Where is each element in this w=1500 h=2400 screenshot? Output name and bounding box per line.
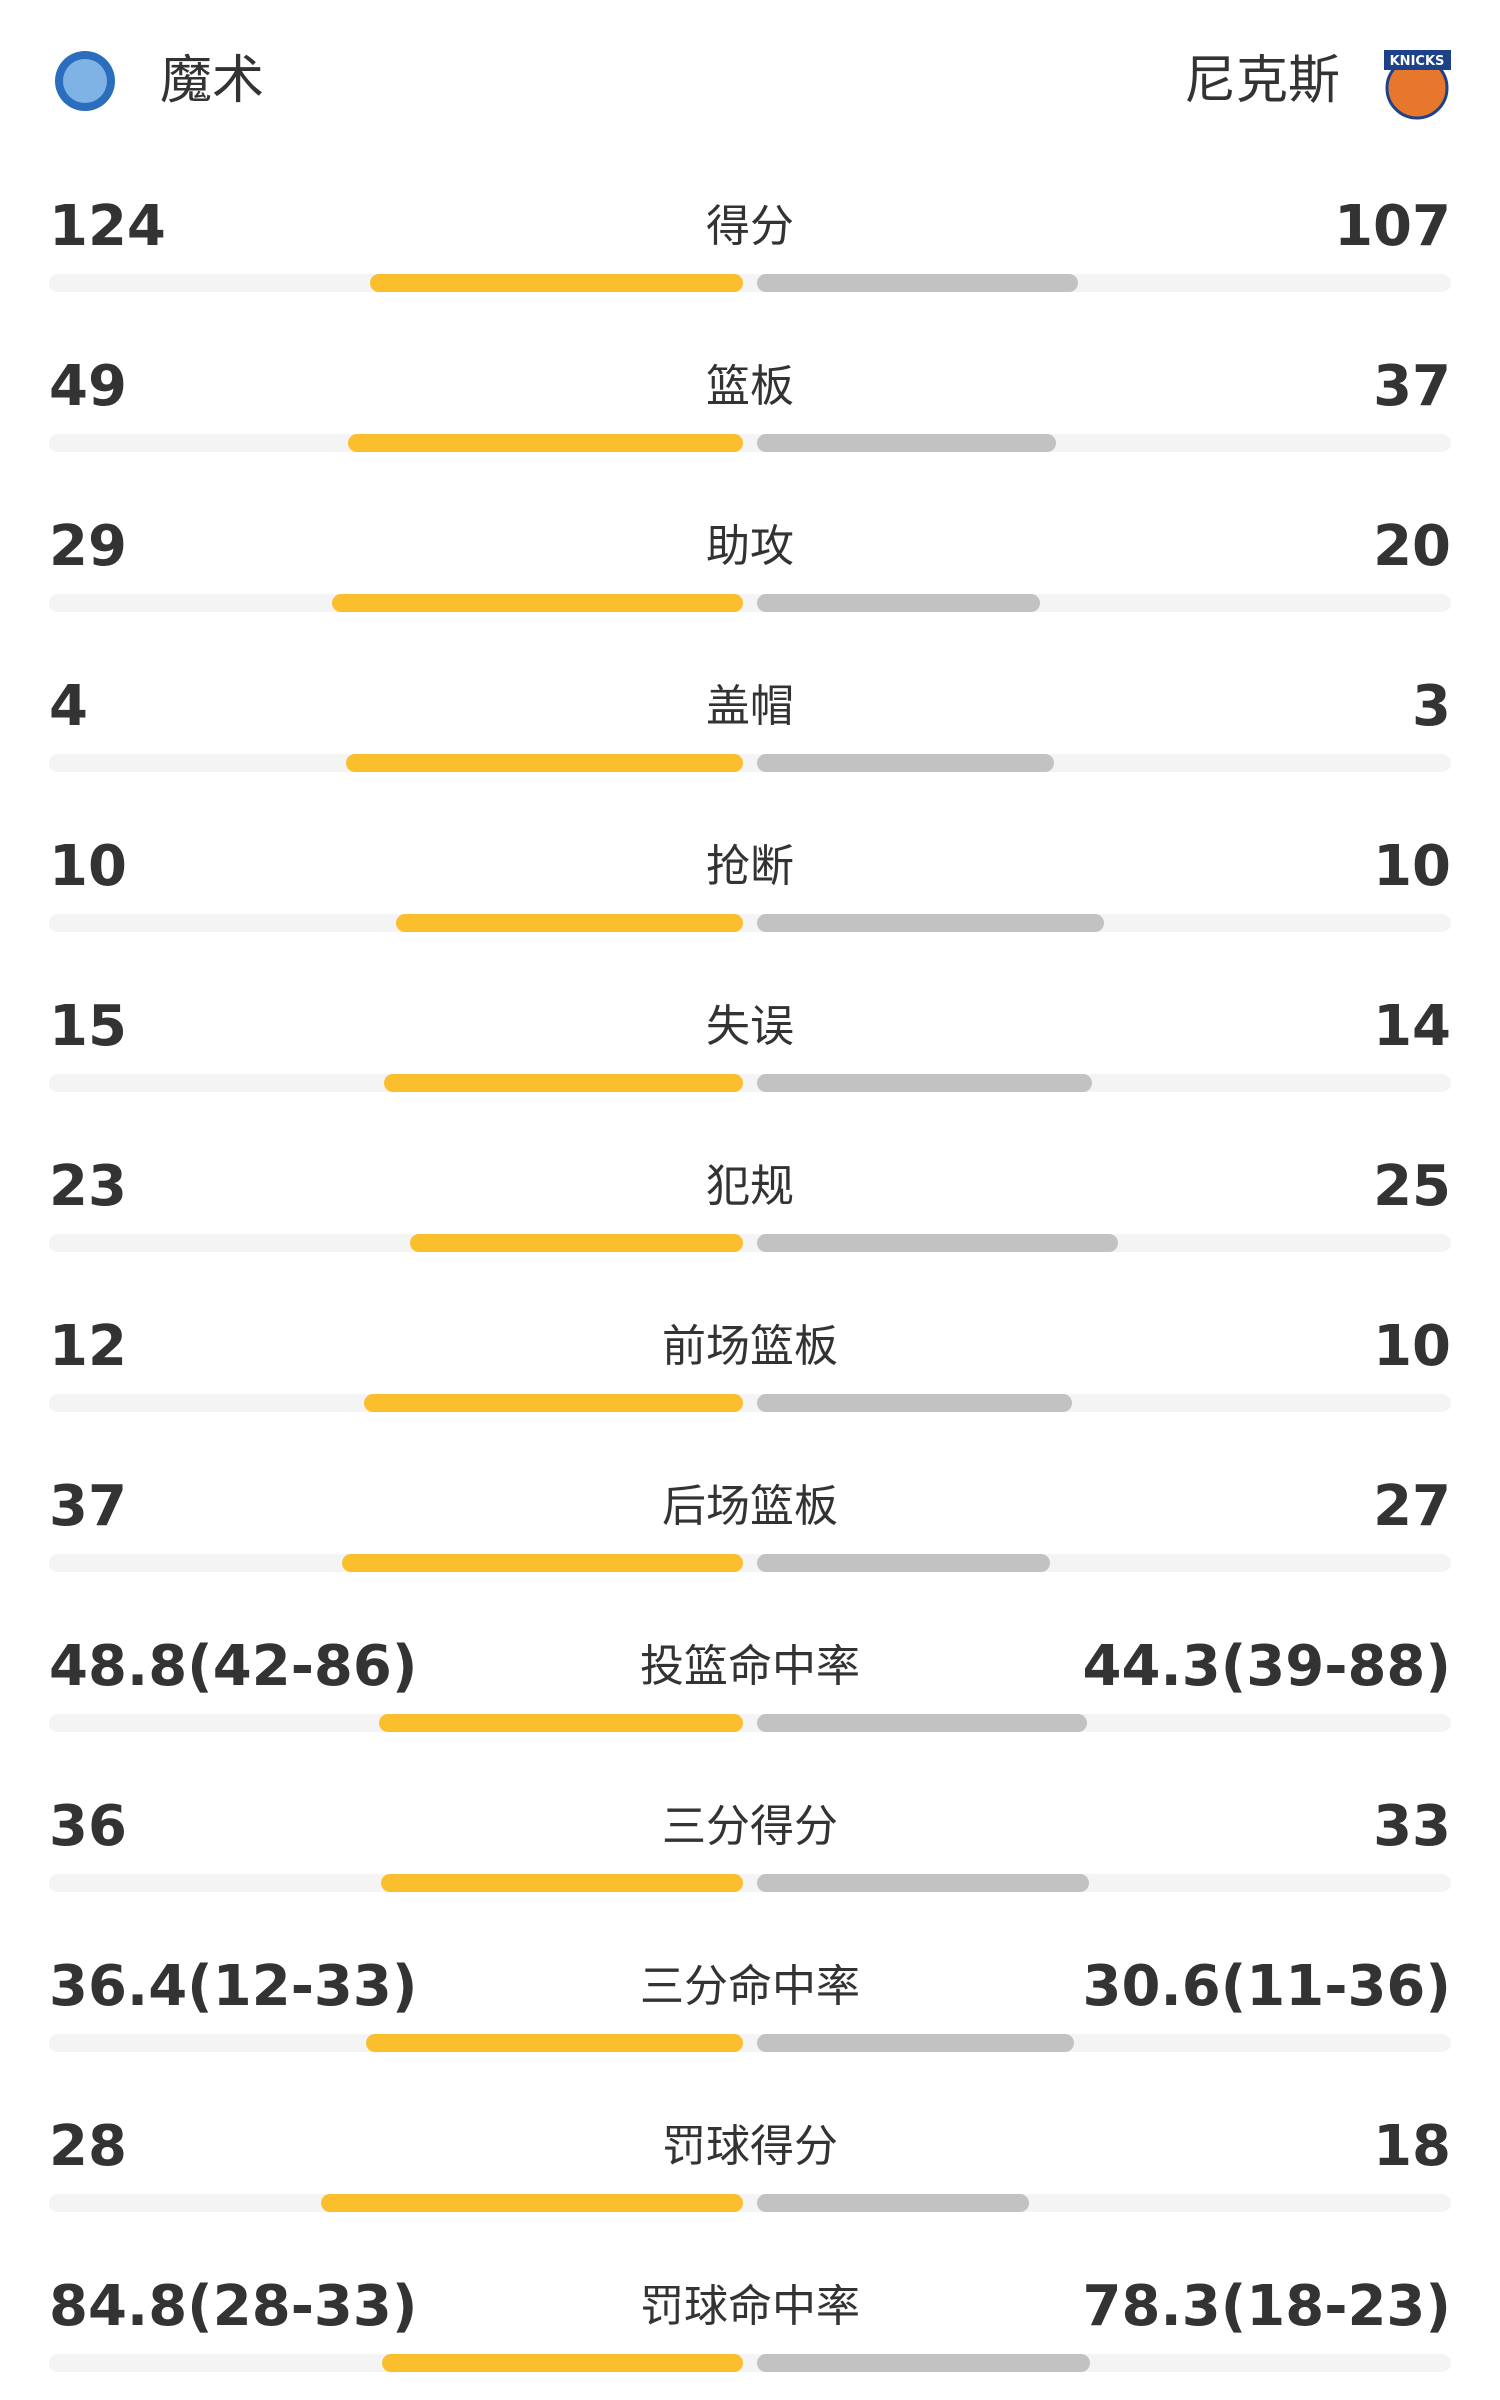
- away-value: 3: [1412, 674, 1451, 739]
- home-bar: [396, 914, 743, 932]
- away-bar: [757, 1074, 1093, 1092]
- home-bar: [379, 1714, 743, 1732]
- bar-track: [49, 1394, 1451, 1412]
- stat-label: 三分命中率: [640, 1961, 860, 2012]
- away-bar: [757, 1394, 1073, 1412]
- stat-label: 投篮命中率: [640, 1641, 860, 1692]
- stat-label: 抢断: [706, 841, 794, 892]
- home-value: 28: [49, 2114, 127, 2179]
- home-bar: [341, 1554, 743, 1572]
- away-value: 44.3(39-88): [1082, 1634, 1451, 1699]
- stat-label: 犯规: [706, 1161, 794, 1212]
- home-value: 49: [49, 354, 127, 419]
- away-value: 27: [1373, 1474, 1451, 1539]
- stat-label: 罚球得分: [662, 2121, 838, 2172]
- home-bar: [380, 1874, 743, 1892]
- home-value: 48.8(42-86): [49, 1634, 418, 1699]
- stat-label: 助攻: [706, 521, 794, 572]
- stat-label: 得分: [706, 201, 794, 252]
- away-value: 25: [1373, 1154, 1451, 1219]
- away-value: 18: [1373, 2114, 1451, 2179]
- home-logo: [55, 51, 115, 111]
- away-bar: [757, 1714, 1088, 1732]
- stat-label: 前场篮板: [662, 1321, 838, 1372]
- away-value: 37: [1373, 354, 1451, 419]
- bar-track: [49, 1234, 1451, 1252]
- away-bar: [757, 2194, 1029, 2212]
- away-bar: [757, 914, 1104, 932]
- stat-label: 后场篮板: [662, 1481, 838, 1532]
- stat-label: 失误: [706, 1001, 794, 1052]
- home-bar: [332, 594, 743, 612]
- home-value: 36: [49, 1794, 127, 1859]
- stat-label: 盖帽: [706, 681, 794, 732]
- stat-label: 篮板: [706, 361, 794, 412]
- away-bar: [757, 1234, 1119, 1252]
- away-bar: [757, 1874, 1089, 1892]
- away-value: 107: [1334, 194, 1451, 259]
- bar-track: [49, 914, 1451, 932]
- bar-track: [49, 2194, 1451, 2212]
- away-bar: [757, 2034, 1074, 2052]
- bar-track: [49, 1714, 1451, 1732]
- home-bar: [347, 434, 743, 452]
- away-bar: [757, 274, 1079, 292]
- home-bar: [364, 1394, 743, 1412]
- home-team: 魔术: [160, 51, 265, 111]
- bar-track: [49, 1874, 1451, 1892]
- bar-track: [49, 2034, 1451, 2052]
- logo-text: KNICKS: [1390, 54, 1445, 69]
- away-value: 10: [1373, 1314, 1451, 1379]
- home-bar: [320, 2194, 743, 2212]
- away-value: 14: [1373, 994, 1451, 1059]
- home-bar: [384, 1074, 743, 1092]
- away-value: 78.3(18-23): [1082, 2274, 1451, 2339]
- home-value: 36.4(12-33): [49, 1954, 418, 2019]
- away-bar: [757, 2354, 1091, 2372]
- home-value: 23: [49, 1154, 127, 1219]
- bar-track: [49, 754, 1451, 772]
- away-logo: KNICKS: [1384, 50, 1451, 120]
- home-bar: [382, 2354, 743, 2372]
- away-bar: [757, 1554, 1050, 1572]
- away-value: 20: [1373, 514, 1451, 579]
- home-bar: [346, 754, 743, 772]
- away-value: 10: [1373, 834, 1451, 899]
- home-value: 15: [49, 994, 127, 1059]
- home-value: 12: [49, 1314, 127, 1379]
- away-bar: [757, 594, 1041, 612]
- away-value: 33: [1373, 1794, 1451, 1859]
- home-bar: [370, 274, 743, 292]
- home-bar: [365, 2034, 743, 2052]
- bar-track: [49, 594, 1451, 612]
- bar-track: [49, 1074, 1451, 1092]
- stat-label: 罚球命中率: [640, 2281, 860, 2332]
- away-value: 30.6(11-36): [1082, 1954, 1451, 2019]
- stat-label: 三分得分: [662, 1801, 838, 1852]
- home-value: 10: [49, 834, 127, 899]
- bar-track: [49, 1554, 1451, 1572]
- bar-track: [49, 274, 1451, 292]
- away-bar: [757, 754, 1055, 772]
- bar-track: [49, 434, 1451, 452]
- home-value: 84.8(28-33): [49, 2274, 418, 2339]
- home-value: 37: [49, 1474, 127, 1539]
- home-value: 124: [49, 194, 166, 259]
- home-value: 4: [49, 674, 88, 739]
- home-bar: [410, 1234, 743, 1252]
- bar-track: [49, 2354, 1451, 2372]
- away-team: 尼克斯: [1183, 51, 1340, 111]
- away-bar: [757, 434, 1056, 452]
- home-value: 29: [49, 514, 127, 579]
